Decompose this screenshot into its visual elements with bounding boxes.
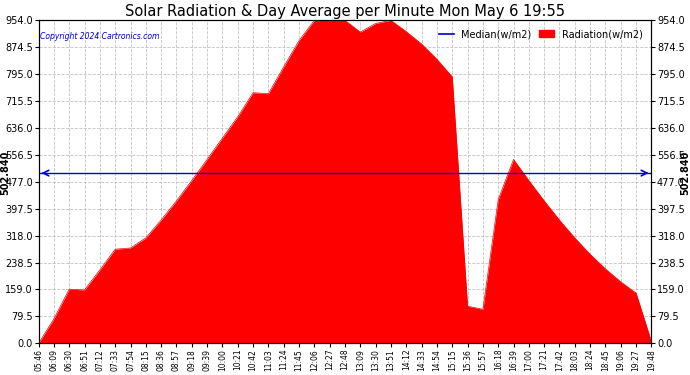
Title: Solar Radiation & Day Average per Minute Mon May 6 19:55: Solar Radiation & Day Average per Minute… bbox=[125, 4, 565, 19]
Text: 502.840: 502.840 bbox=[0, 151, 10, 195]
Text: 502.840: 502.840 bbox=[680, 151, 690, 195]
Text: Copyright 2024 Cartronics.com: Copyright 2024 Cartronics.com bbox=[40, 32, 159, 40]
Legend: Median(w/m2), Radiation(w/m2): Median(w/m2), Radiation(w/m2) bbox=[435, 25, 647, 43]
